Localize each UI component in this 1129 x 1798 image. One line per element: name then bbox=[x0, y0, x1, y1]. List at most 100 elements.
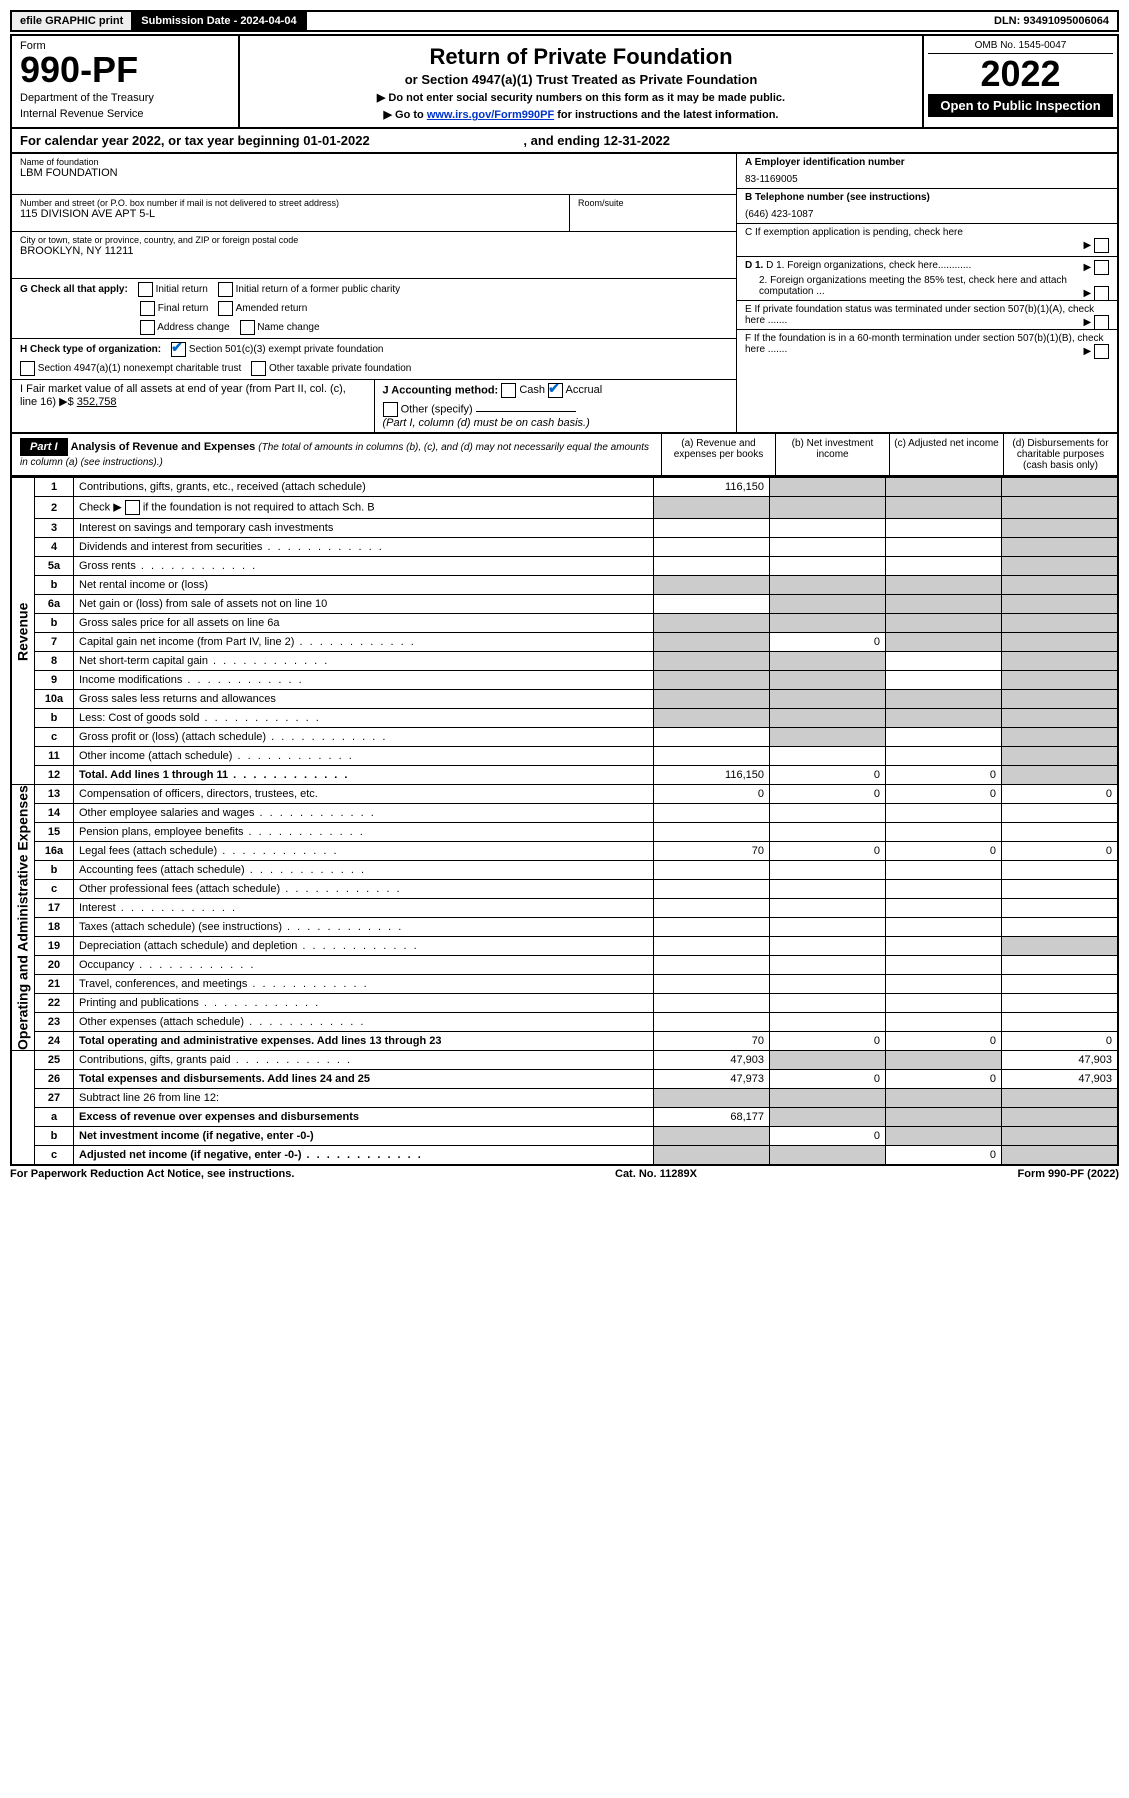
checkbox-other-method[interactable] bbox=[383, 402, 398, 417]
checkbox-501c3[interactable] bbox=[171, 342, 186, 357]
table-row: 5aGross rents bbox=[11, 557, 1118, 576]
phone-label: B Telephone number (see instructions) bbox=[745, 192, 930, 203]
checkbox-initial[interactable] bbox=[138, 282, 153, 297]
checkbox-initial-former[interactable] bbox=[218, 282, 233, 297]
checkbox-terminated[interactable] bbox=[1094, 315, 1109, 330]
col-c-header: (c) Adjusted net income bbox=[889, 434, 1003, 475]
table-row: 20Occupancy bbox=[11, 956, 1118, 975]
table-row: 23Other expenses (attach schedule) bbox=[11, 1013, 1118, 1032]
section-f: F If the foundation is in a 60-month ter… bbox=[737, 330, 1117, 358]
table-row: 2Check ▶ if the foundation is not requir… bbox=[11, 497, 1118, 519]
entity-info: Name of foundation LBM FOUNDATION Number… bbox=[10, 154, 1119, 434]
table-row: bLess: Cost of goods sold bbox=[11, 709, 1118, 728]
section-e: E If private foundation status was termi… bbox=[737, 301, 1117, 330]
table-row: 22Printing and publications bbox=[11, 994, 1118, 1013]
section-h: H Check type of organization: Section 50… bbox=[12, 339, 736, 380]
irs-link[interactable]: www.irs.gov/Form990PF bbox=[427, 109, 554, 121]
table-row: 11Other income (attach schedule) bbox=[11, 747, 1118, 766]
expenses-side-label: Operating and Administrative Expenses bbox=[11, 785, 35, 1051]
form-title: Return of Private Foundation bbox=[250, 44, 912, 70]
revenue-side-label: Revenue bbox=[11, 478, 35, 785]
street-address: 115 DIVISION AVE APT 5-L bbox=[20, 208, 561, 220]
table-row: 8Net short-term capital gain bbox=[11, 652, 1118, 671]
table-row: 15Pension plans, employee benefits bbox=[11, 823, 1118, 842]
table-row: 3Interest on savings and temporary cash … bbox=[11, 519, 1118, 538]
table-row: 18Taxes (attach schedule) (see instructi… bbox=[11, 918, 1118, 937]
checkbox-foreign[interactable] bbox=[1094, 260, 1109, 275]
checkbox-60month[interactable] bbox=[1094, 344, 1109, 359]
table-row: cAdjusted net income (if negative, enter… bbox=[11, 1146, 1118, 1166]
table-row: bNet investment income (if negative, ent… bbox=[11, 1127, 1118, 1146]
page-footer: For Paperwork Reduction Act Notice, see … bbox=[10, 1168, 1119, 1180]
tax-year: 2022 bbox=[928, 54, 1113, 94]
table-row: 16aLegal fees (attach schedule)70000 bbox=[11, 842, 1118, 861]
checkbox-accrual[interactable] bbox=[548, 383, 563, 398]
name-label: Name of foundation bbox=[20, 157, 728, 167]
table-row: Revenue 1Contributions, gifts, grants, e… bbox=[11, 478, 1118, 497]
addr-label: Number and street (or P.O. box number if… bbox=[20, 198, 561, 208]
table-row: 21Travel, conferences, and meetings bbox=[11, 975, 1118, 994]
dept-treasury: Department of the Treasury bbox=[20, 92, 230, 104]
table-row: aExcess of revenue over expenses and dis… bbox=[11, 1108, 1118, 1127]
irs-label: Internal Revenue Service bbox=[20, 108, 230, 120]
table-row: 6aNet gain or (loss) from sale of assets… bbox=[11, 595, 1118, 614]
section-c: C If exemption application is pending, c… bbox=[737, 224, 1117, 257]
col-a-header: (a) Revenue and expenses per books bbox=[661, 434, 775, 475]
cat-number: Cat. No. 11289X bbox=[615, 1168, 697, 1180]
section-g: G Check all that apply: Initial return I… bbox=[12, 279, 736, 339]
table-row: 19Depreciation (attach schedule) and dep… bbox=[11, 937, 1118, 956]
fmv-value: 352,758 bbox=[77, 396, 117, 408]
section-d: D 1. D 1. Foreign organizations, check h… bbox=[737, 257, 1117, 301]
table-row: bAccounting fees (attach schedule) bbox=[11, 861, 1118, 880]
instr-ssn: ▶ Do not enter social security numbers o… bbox=[250, 91, 912, 104]
table-row: cGross profit or (loss) (attach schedule… bbox=[11, 728, 1118, 747]
form-subtitle: or Section 4947(a)(1) Trust Treated as P… bbox=[250, 72, 912, 87]
calendar-year-row: For calendar year 2022, or tax year begi… bbox=[10, 129, 1119, 154]
paperwork-notice: For Paperwork Reduction Act Notice, see … bbox=[10, 1168, 294, 1180]
section-j: J Accounting method: Cash Accrual Other … bbox=[375, 380, 737, 432]
efile-print-button[interactable]: efile GRAPHIC print bbox=[12, 12, 133, 30]
ein-value: 83-1169005 bbox=[745, 174, 1109, 185]
table-row: 25Contributions, gifts, grants paid47,90… bbox=[11, 1051, 1118, 1070]
table-row: 17Interest bbox=[11, 899, 1118, 918]
omb-number: OMB No. 1545-0047 bbox=[928, 40, 1113, 54]
checkbox-exemption-pending[interactable] bbox=[1094, 238, 1109, 253]
checkbox-final[interactable] bbox=[140, 301, 155, 316]
checkbox-address-change[interactable] bbox=[140, 320, 155, 335]
foundation-name: LBM FOUNDATION bbox=[20, 167, 728, 179]
table-row: 7Capital gain net income (from Part IV, … bbox=[11, 633, 1118, 652]
table-row: 9Income modifications bbox=[11, 671, 1118, 690]
submission-date: Submission Date - 2024-04-04 bbox=[133, 12, 306, 30]
city-label: City or town, state or province, country… bbox=[20, 235, 728, 245]
table-row: 27Subtract line 26 from line 12: bbox=[11, 1089, 1118, 1108]
table-row: bGross sales price for all assets on lin… bbox=[11, 614, 1118, 633]
checkbox-amended[interactable] bbox=[218, 301, 233, 316]
table-row: bNet rental income or (loss) bbox=[11, 576, 1118, 595]
part1-label: Part I bbox=[20, 438, 68, 456]
checkbox-cash[interactable] bbox=[501, 383, 516, 398]
checkbox-schb[interactable] bbox=[125, 500, 140, 515]
table-row: 14Other employee salaries and wages bbox=[11, 804, 1118, 823]
col-d-header: (d) Disbursements for charitable purpose… bbox=[1003, 434, 1117, 475]
section-i: I Fair market value of all assets at end… bbox=[12, 380, 375, 432]
form-footer-label: Form 990-PF (2022) bbox=[1018, 1168, 1119, 1180]
table-row: 10aGross sales less returns and allowanc… bbox=[11, 690, 1118, 709]
instr-link-row: ▶ Go to www.irs.gov/Form990PF for instru… bbox=[250, 108, 912, 121]
checkbox-other-taxable[interactable] bbox=[251, 361, 266, 376]
dln: DLN: 93491095006064 bbox=[986, 12, 1117, 30]
checkbox-name-change[interactable] bbox=[240, 320, 255, 335]
top-bar: efile GRAPHIC print Submission Date - 20… bbox=[10, 10, 1119, 32]
table-row: 26Total expenses and disbursements. Add … bbox=[11, 1070, 1118, 1089]
part1-table: Revenue 1Contributions, gifts, grants, e… bbox=[10, 477, 1119, 1166]
form-number: 990-PF bbox=[20, 52, 230, 88]
phone-value: (646) 423-1087 bbox=[745, 209, 1109, 220]
open-public-badge: Open to Public Inspection bbox=[928, 94, 1113, 117]
ein-label: A Employer identification number bbox=[745, 157, 905, 168]
checkbox-85pct[interactable] bbox=[1094, 286, 1109, 301]
room-label: Room/suite bbox=[578, 198, 728, 208]
checkbox-4947[interactable] bbox=[20, 361, 35, 376]
form-header: Form 990-PF Department of the Treasury I… bbox=[10, 34, 1119, 129]
table-row: 24Total operating and administrative exp… bbox=[11, 1032, 1118, 1051]
table-row: 12Total. Add lines 1 through 11116,15000 bbox=[11, 766, 1118, 785]
table-row: Operating and Administrative Expenses 13… bbox=[11, 785, 1118, 804]
